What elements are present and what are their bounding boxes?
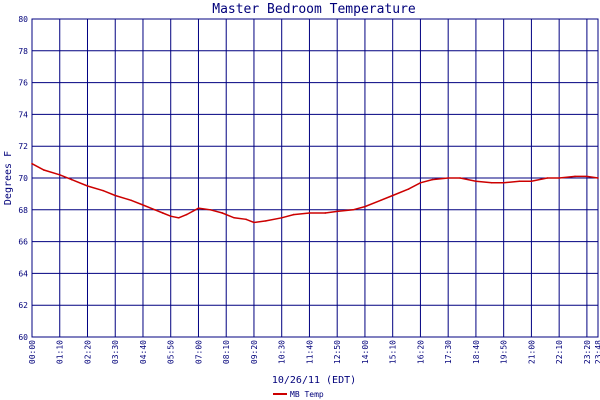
x-tick-label: 10:30: [278, 340, 287, 364]
x-tick-label: 14:00: [361, 340, 370, 364]
y-tick-label: 64: [18, 269, 28, 278]
x-axis-label: 10/26/11 (EDT): [272, 375, 356, 386]
data-point: [43, 169, 45, 171]
x-tick-label: 03:30: [111, 340, 120, 364]
data-point: [597, 177, 599, 179]
data-point: [324, 212, 327, 214]
x-tick-label: 04:40: [139, 340, 148, 364]
data-point: [185, 213, 188, 216]
data-point: [245, 218, 247, 221]
series-layer: [31, 162, 599, 224]
data-point: [574, 175, 576, 178]
y-tick-label: 68: [18, 206, 28, 215]
y-tick-label: 74: [18, 110, 28, 119]
data-point: [265, 220, 267, 222]
data-point: [161, 212, 164, 214]
data-point: [292, 213, 295, 216]
x-tick-label: 21:00: [527, 340, 536, 364]
x-tick-label: 18:40: [472, 340, 481, 364]
x-tick-label: 01:10: [56, 340, 65, 364]
x-tick-label: 19:50: [500, 340, 509, 364]
x-tick-label: 09:20: [250, 340, 259, 364]
data-point: [130, 199, 132, 202]
data-point: [502, 181, 505, 184]
x-tick-label: 22:10: [555, 340, 564, 364]
x-tick-label: 16:20: [416, 340, 425, 364]
data-point: [447, 177, 449, 179]
data-point: [490, 181, 493, 184]
series-line: [31, 163, 599, 224]
data-point: [114, 194, 117, 197]
data-point: [518, 180, 521, 182]
data-point: [546, 177, 549, 179]
data-point: [70, 178, 73, 181]
y-tick-label: 78: [18, 47, 28, 56]
y-tick-label: 76: [18, 79, 28, 88]
x-tick-label: 12:50: [333, 340, 342, 364]
x-tick-label: 11:40: [305, 340, 314, 364]
data-point: [407, 188, 410, 190]
y-tick-label: 80: [18, 15, 28, 24]
y-tick-label: 70: [18, 174, 28, 183]
data-point: [530, 180, 533, 182]
data-point: [336, 210, 338, 213]
x-tick-label: 02:20: [83, 340, 92, 364]
data-point: [419, 181, 422, 184]
legend: MB Temp: [273, 390, 324, 399]
x-tick-label: 05:50: [167, 340, 176, 364]
data-point: [86, 185, 89, 187]
data-point: [58, 174, 61, 176]
data-point: [364, 205, 366, 208]
x-tick-label: 23:20: [583, 340, 592, 364]
x-tick-label: 08:10: [222, 340, 231, 364]
x-tick-label: 15:10: [389, 340, 398, 364]
x-tick-label: 17:30: [444, 340, 453, 364]
legend-label: MB Temp: [290, 390, 324, 399]
data-point: [233, 216, 235, 219]
y-tick-label: 66: [18, 238, 28, 247]
x-tick-label: 07:00: [194, 340, 203, 364]
chart-title: Master Bedroom Temperature: [212, 2, 416, 17]
data-point: [253, 221, 255, 224]
data-point: [221, 212, 224, 214]
data-point: [475, 180, 477, 182]
data-point: [459, 177, 461, 179]
y-axis-label: Degrees F: [3, 151, 14, 205]
y-tick-label: 60: [18, 333, 28, 342]
x-tick-label: 23:48: [594, 340, 600, 364]
y-axis-ticks: 60 62 64 66 68 70 72 74 76 78 80: [18, 15, 28, 342]
data-point: [154, 209, 156, 211]
data-point: [586, 175, 588, 178]
data-point: [352, 209, 354, 211]
data-point: [197, 207, 200, 210]
data-point: [308, 212, 311, 214]
data-point: [142, 204, 144, 206]
x-axis-ticks: 00:00 01:10 02:20 03:30 04:40 05:50 07:00 08:10…: [28, 340, 600, 364]
data-point: [31, 162, 33, 165]
data-point: [379, 199, 382, 202]
y-tick-label: 72: [18, 142, 28, 151]
data-point: [280, 216, 283, 219]
data-point: [558, 177, 560, 179]
data-point: [177, 216, 180, 219]
grid: [31, 18, 599, 338]
y-tick-label: 62: [18, 301, 28, 310]
data-point: [209, 209, 212, 211]
data-point: [169, 215, 172, 217]
x-tick-label: 00:00: [28, 340, 37, 364]
data-point: [431, 178, 434, 181]
data-point: [391, 194, 394, 197]
data-point: [102, 189, 105, 192]
